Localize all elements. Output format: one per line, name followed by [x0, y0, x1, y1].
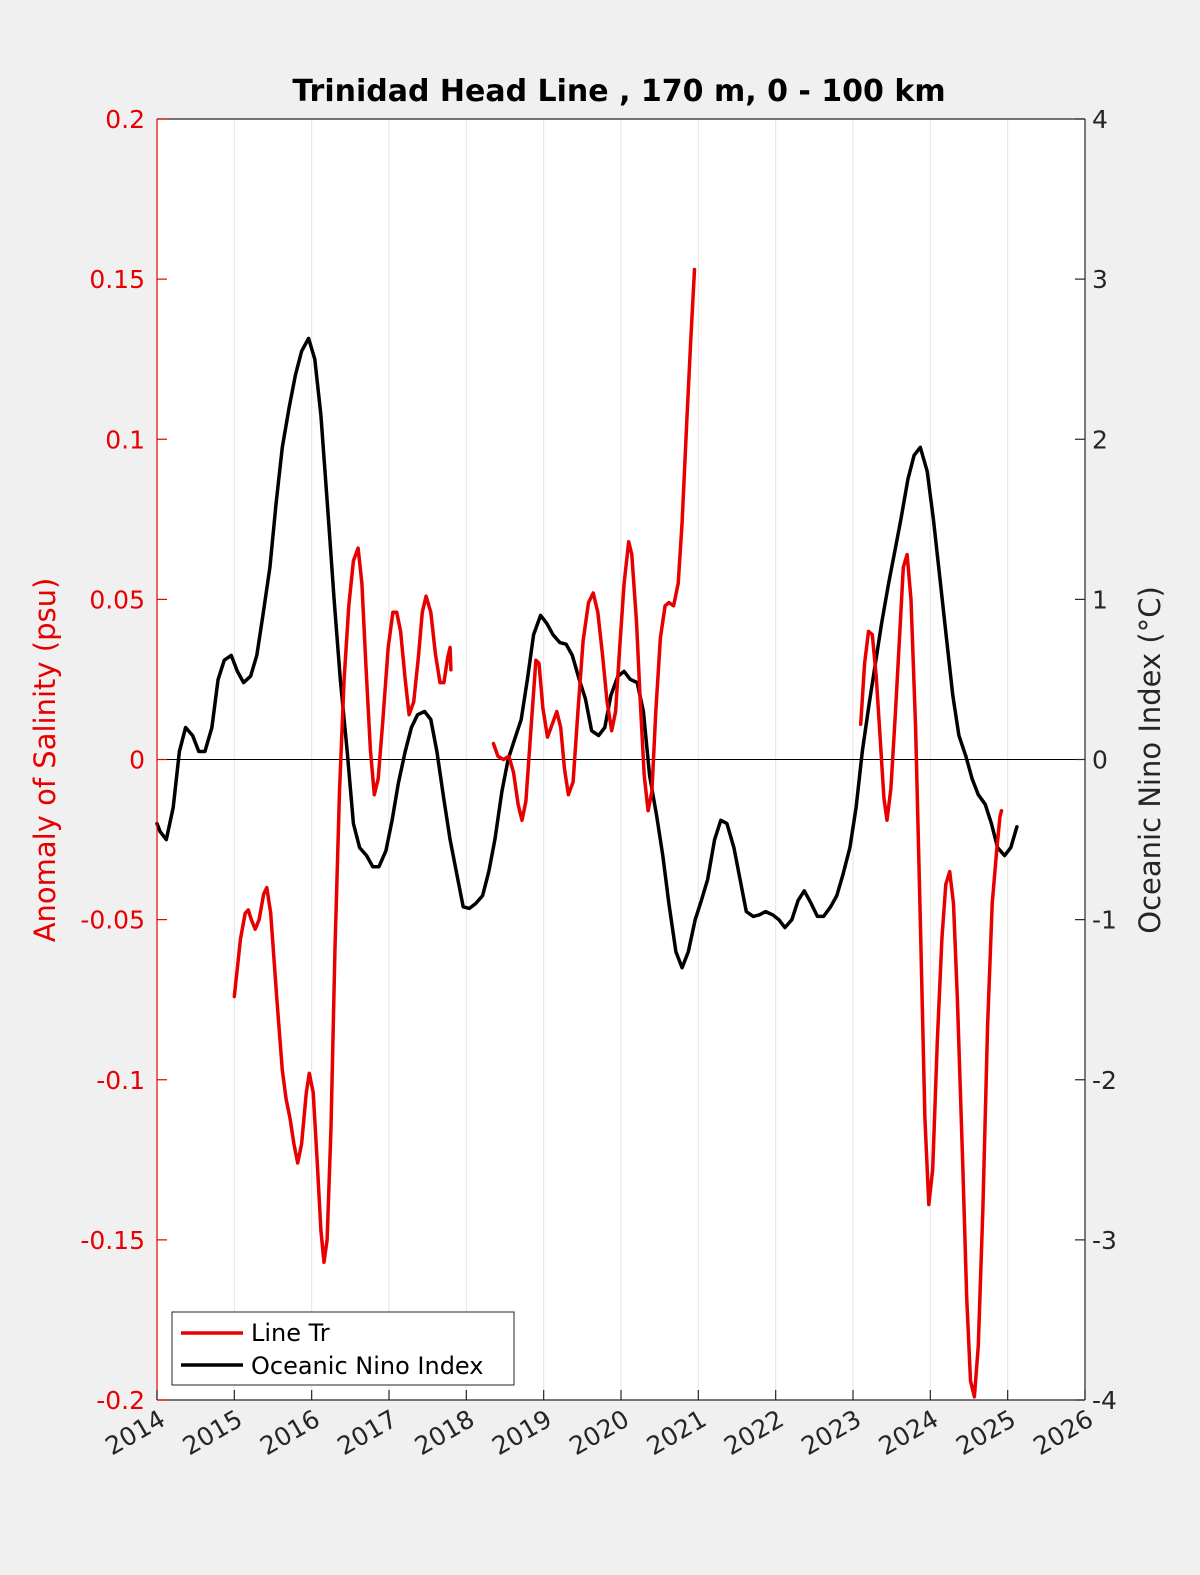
left-tick-label: -0.1 — [96, 1066, 145, 1095]
left-tick-label: 0.05 — [89, 585, 145, 614]
series-line-tr-segment-3 — [858, 552, 1004, 1399]
x-tick-label: 2023 — [796, 1404, 866, 1461]
left-tick-label: -0.2 — [96, 1386, 145, 1415]
left-tick-label: -0.15 — [80, 1226, 145, 1255]
series-line-tr-segment-1 — [232, 546, 453, 1265]
left-tick-label: 0.2 — [105, 105, 145, 134]
right-tick-label: 4 — [1092, 105, 1108, 134]
chart-title: Trinidad Head Line , 170 m, 0 - 100 km — [292, 74, 945, 109]
x-tick-label: 2025 — [951, 1404, 1021, 1461]
legend-box — [171, 1311, 515, 1386]
legend-label-oni: Oceanic Nino Index — [251, 1352, 483, 1380]
legend-label-line-tr: Line Tr — [251, 1319, 330, 1347]
x-tick-label: 2018 — [410, 1404, 480, 1461]
x-tick-label: 2016 — [255, 1404, 325, 1461]
x-tick-label: 2015 — [178, 1404, 248, 1461]
right-axis-label: Oceanic Nino Index (°C) — [1133, 586, 1167, 934]
x-tick-label: 2024 — [874, 1404, 944, 1461]
right-tick-label: 1 — [1092, 585, 1108, 614]
x-tick-label: 2022 — [719, 1404, 789, 1461]
x-tick-label: 2026 — [1028, 1404, 1098, 1461]
left-tick-label: 0 — [129, 746, 145, 775]
x-tick-label: 2019 — [487, 1404, 557, 1461]
left-tick-label: 0.1 — [105, 425, 145, 454]
right-axis-ticks: 4 3 2 1 0 -1 -2 -3 -4 — [1075, 105, 1117, 1415]
left-tick-label: -0.05 — [80, 906, 145, 935]
right-tick-label: 0 — [1092, 746, 1108, 775]
series-line-tr-segment-2 — [491, 267, 697, 823]
x-tick-label: 2021 — [642, 1404, 712, 1461]
left-axis-label: Anomaly of Salinity (psu) — [28, 578, 62, 943]
series-layer — [155, 267, 1019, 1399]
right-tick-label: -1 — [1092, 906, 1117, 935]
left-axis-ticks: 0.2 0.15 0.1 0.05 0 -0.05 -0.1 -0.15 -0.2 — [80, 105, 167, 1415]
x-axis-ticks: 2014 2015 2016 2017 2018 2019 2020 2021 2022 2023… — [100, 1390, 1098, 1461]
right-tick-label: -2 — [1092, 1066, 1117, 1095]
x-tick-label: 2017 — [332, 1404, 402, 1461]
right-tick-label: -4 — [1092, 1386, 1117, 1415]
x-tick-label: 2020 — [564, 1404, 634, 1461]
series-oceanic-nino-index-segment-1 — [155, 336, 1019, 970]
legend: Line Tr Oceanic Nino Index — [171, 1311, 515, 1386]
right-tick-label: -3 — [1092, 1226, 1117, 1255]
right-tick-label: 3 — [1092, 265, 1108, 294]
right-tick-label: 2 — [1092, 425, 1108, 454]
left-tick-label: 0.15 — [89, 265, 145, 294]
